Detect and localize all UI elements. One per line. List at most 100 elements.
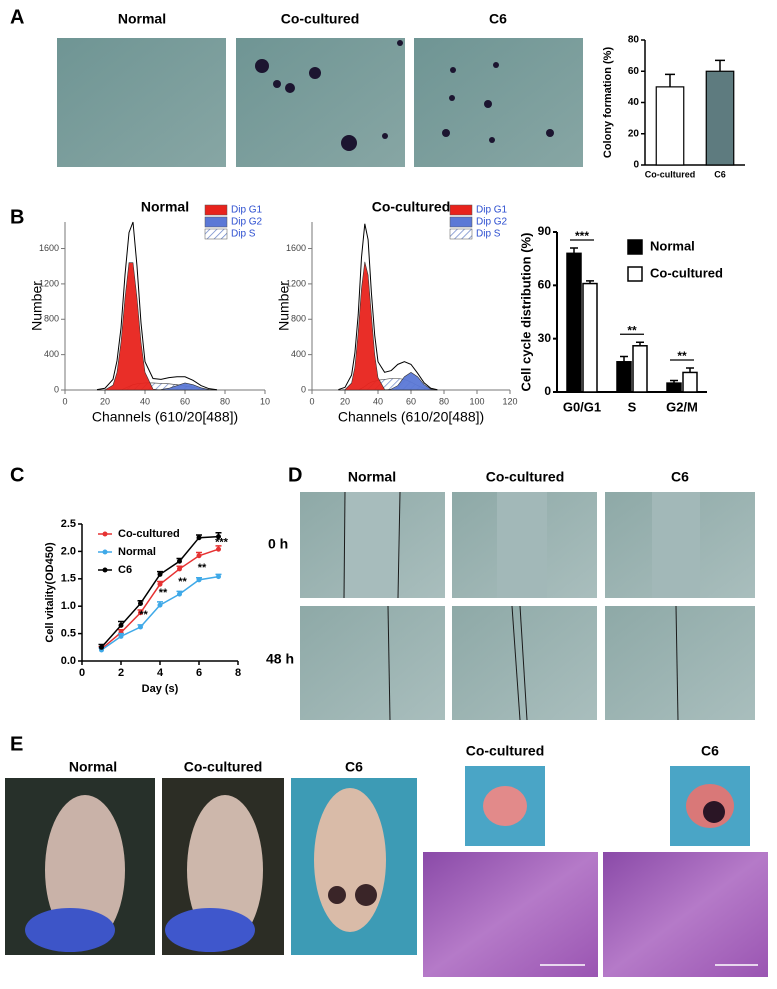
data-point (138, 610, 143, 616)
bar (705, 70, 735, 166)
x-tick-label: 40 (373, 396, 383, 406)
bar (582, 282, 598, 393)
bar (682, 371, 698, 393)
column-header: Normal (348, 469, 396, 485)
mouse-photos (5, 766, 768, 977)
x-tick-label: Co-cultured (645, 169, 696, 179)
image-header: C6 (489, 11, 507, 27)
legend-label: C6 (118, 564, 132, 576)
x-tick-label: 80 (439, 396, 449, 406)
micrograph (57, 38, 226, 167)
legend-label: Dip G2 (476, 217, 508, 228)
histogram-line (96, 221, 218, 391)
column-header: C6 (671, 469, 689, 485)
chart-title: Normal (141, 199, 189, 215)
x-tick-label: 10 (260, 396, 270, 406)
data-point (118, 622, 124, 628)
x-tick-label: 6 (196, 667, 202, 679)
y-tick-label: 1200 (286, 278, 306, 288)
colonies (255, 40, 554, 151)
significance-label: *** (215, 537, 229, 549)
x-axis-label: Channels (610/20[488]) (92, 409, 238, 425)
legend-label: Dip S (231, 229, 256, 240)
error-bar (620, 355, 628, 362)
x-tick-label: 4 (157, 667, 164, 679)
data-point (138, 600, 143, 606)
data-point (216, 534, 221, 540)
y-tick-label: 2.0 (61, 545, 76, 557)
significance-label: ** (178, 576, 187, 588)
x-tick-label: G0/G1 (563, 399, 601, 414)
image-header: Co-cultured (184, 759, 263, 775)
column-header: Co-cultured (486, 469, 565, 485)
y-tick-label: 0 (633, 160, 639, 171)
image-header: Normal (118, 11, 166, 27)
scratch-images (300, 491, 755, 721)
legend-label: Dip S (476, 229, 501, 240)
micrograph (236, 38, 405, 167)
legend-swatch (204, 204, 228, 216)
legend-swatch (627, 239, 643, 255)
x-tick-label: 8 (235, 667, 241, 679)
row-header: 48 h (266, 651, 294, 667)
y-tick-label: 0 (301, 384, 306, 394)
y-axis-label: Colony formation (%) (602, 47, 614, 159)
x-tick-label: 0 (79, 667, 85, 679)
y-tick-label: 30 (538, 331, 552, 345)
y-tick-label: 1600 (286, 243, 306, 253)
legend-label: Dip G2 (231, 217, 263, 228)
bar (632, 345, 648, 393)
panel-label: C (10, 464, 24, 486)
significance-label: ** (198, 562, 207, 574)
error-bar (665, 73, 675, 87)
significance-label: ** (159, 587, 168, 599)
x-tick-label: 60 (180, 396, 190, 406)
legend-label: Normal (118, 546, 156, 558)
y-tick-label: 800 (291, 314, 306, 324)
y-tick-label: 80 (628, 35, 640, 46)
data-point (118, 633, 124, 639)
image-header: C6 (701, 743, 719, 759)
x-tick-label: 0 (309, 396, 314, 406)
histogram-line (338, 223, 438, 391)
significance-label: ** (677, 349, 687, 363)
legend-swatch (449, 204, 473, 216)
data-point (157, 581, 163, 587)
y-tick-label: 60 (538, 278, 552, 292)
x-tick-label: G2/M (666, 399, 698, 414)
data-point (99, 644, 104, 650)
legend-label: Co-cultured (650, 265, 723, 280)
data-point (177, 566, 182, 572)
panel-label: E (10, 733, 23, 755)
legend-swatch (204, 228, 228, 240)
legend-marker (102, 567, 108, 573)
significance-label: *** (575, 229, 589, 243)
bar (616, 361, 632, 393)
data-point (196, 535, 202, 541)
bar (666, 382, 682, 393)
x-tick-label: S (628, 399, 637, 414)
panel-label: A (10, 6, 24, 28)
y-tick-label: 400 (291, 349, 306, 359)
bar (566, 252, 582, 393)
image-header: Co-cultured (281, 11, 360, 27)
x-tick-label: C6 (714, 169, 726, 179)
panel-label: D (288, 464, 302, 486)
y-tick-label: 800 (44, 314, 59, 324)
y-axis-label: Number (276, 281, 292, 331)
y-tick-label: 1200 (39, 278, 59, 288)
y-tick-label: 60 (628, 66, 640, 77)
y-tick-label: 20 (628, 128, 640, 139)
legend-marker (102, 531, 108, 537)
significance-label: ** (139, 609, 148, 621)
x-tick-label: 0 (62, 396, 67, 406)
legend-label: Dip G1 (476, 205, 508, 216)
x-tick-label: 2 (118, 667, 124, 679)
image-header: C6 (345, 759, 363, 775)
histogram-area (96, 262, 217, 391)
y-tick-label: 0 (54, 384, 59, 394)
y-tick-label: 1.0 (61, 600, 76, 612)
data-point (138, 624, 143, 630)
data-point (177, 591, 182, 597)
image-header: Normal (69, 759, 117, 775)
